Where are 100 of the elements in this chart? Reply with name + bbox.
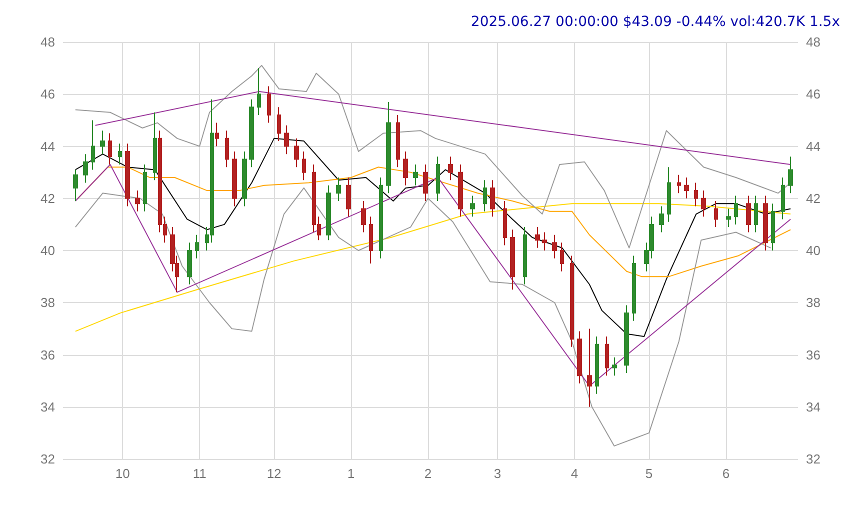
candlestick — [470, 195, 475, 218]
candlestick — [100, 130, 105, 155]
y2-tick-label: 36 — [806, 347, 820, 362]
y-tick-label: 34 — [40, 399, 55, 414]
candlestick — [125, 143, 130, 207]
candlestick — [369, 216, 373, 264]
candlestick — [346, 177, 351, 218]
candlestick — [542, 232, 547, 251]
line-series — [74, 203, 792, 332]
candlestick — [510, 229, 515, 290]
x-tick-label: 6 — [722, 466, 730, 481]
y2-tick-label: 48 — [806, 34, 820, 50]
candlestick — [552, 234, 557, 259]
line-series — [74, 187, 772, 446]
candlestick — [91, 120, 95, 170]
y2-tick-label: 34 — [806, 399, 820, 414]
y-tick-label: 38 — [40, 295, 55, 310]
y-tick-label: 40 — [40, 243, 55, 258]
candlestick — [249, 98, 254, 168]
y-tick-label: 42 — [40, 190, 55, 206]
candlestick — [535, 226, 540, 248]
candlestick — [379, 177, 383, 259]
candlestick — [726, 208, 731, 228]
candlestick — [336, 177, 341, 202]
y-tick-label: 44 — [40, 138, 55, 154]
line-series — [74, 164, 792, 387]
candlestick — [632, 255, 636, 322]
candlestick — [458, 164, 463, 218]
y-tick-label: 32 — [40, 452, 55, 466]
candlestick — [284, 124, 289, 155]
x-tick-label: 3 — [494, 466, 502, 481]
candlestick — [483, 180, 487, 212]
candlestick — [560, 242, 564, 272]
candlestick — [195, 234, 199, 259]
candlestick — [523, 226, 527, 285]
candlestick — [403, 150, 408, 186]
candlestick — [667, 166, 671, 222]
candlestick — [577, 330, 582, 384]
candlestick — [714, 200, 718, 228]
candlestick — [232, 150, 237, 207]
candlestick — [413, 164, 418, 186]
candlestick — [490, 180, 495, 218]
candlestick — [436, 156, 440, 202]
candlestick — [612, 356, 617, 376]
candlestick — [215, 122, 219, 147]
candlestick — [788, 156, 793, 194]
chart-title: 2025.06.27 00:00:00 $43.09 -0.44% vol:420.7K 1.5x — [470, 14, 840, 30]
candlestick — [694, 182, 698, 207]
x-tick-label: 12 — [266, 466, 282, 481]
x-tick-label: 2 — [424, 466, 432, 481]
candlestick — [624, 304, 629, 374]
y-tick-label: 36 — [40, 347, 55, 362]
candlestick — [108, 132, 112, 165]
candlestick — [423, 164, 428, 202]
candlestick — [242, 150, 247, 207]
candlestick — [302, 150, 306, 181]
y2-tick-label: 46 — [806, 86, 820, 102]
candlestick — [135, 190, 140, 212]
candlestick — [659, 206, 664, 233]
candlestick — [595, 336, 599, 394]
candlestick — [781, 177, 785, 220]
candlestick — [83, 154, 88, 184]
candlestick — [143, 164, 147, 212]
candlestick — [746, 195, 751, 233]
candlestick — [677, 174, 681, 194]
candlestick — [326, 184, 331, 241]
candlestick — [153, 112, 157, 181]
candlestick — [684, 177, 689, 199]
line-series — [74, 138, 792, 338]
y2-tick-label: 32 — [806, 452, 820, 466]
candlestick — [187, 242, 192, 285]
x-tick-label: 11 — [192, 466, 206, 481]
candlestick — [257, 68, 261, 116]
candlestick — [225, 130, 229, 168]
x-tick-label: 1 — [347, 466, 355, 481]
candlestick — [763, 195, 768, 251]
candlestick — [277, 106, 281, 142]
candlestick — [587, 328, 592, 408]
x-tick-label: 5 — [645, 466, 653, 481]
y-tick-label: 46 — [40, 86, 55, 102]
candlestick — [701, 190, 706, 218]
y2-tick-label: 40 — [806, 243, 820, 258]
y-tick-label: 48 — [40, 34, 55, 50]
candlestick — [73, 169, 78, 202]
y2-tick-label: 44 — [806, 138, 820, 154]
candlestick — [503, 200, 507, 246]
candlestick — [771, 203, 775, 251]
candlestick — [605, 336, 609, 376]
candlestick — [734, 195, 738, 225]
y2-tick-label: 42 — [806, 190, 820, 206]
y2-tick-label: 38 — [806, 295, 820, 310]
candlestick — [118, 143, 122, 165]
candlestick — [570, 255, 574, 348]
candlestick — [754, 195, 758, 233]
candlestick — [448, 156, 453, 181]
candlestick — [396, 114, 400, 168]
x-tick-label: 4 — [570, 466, 578, 481]
candlestick — [294, 138, 299, 168]
x-tick-label: 10 — [115, 466, 130, 481]
candlestick — [267, 86, 271, 124]
